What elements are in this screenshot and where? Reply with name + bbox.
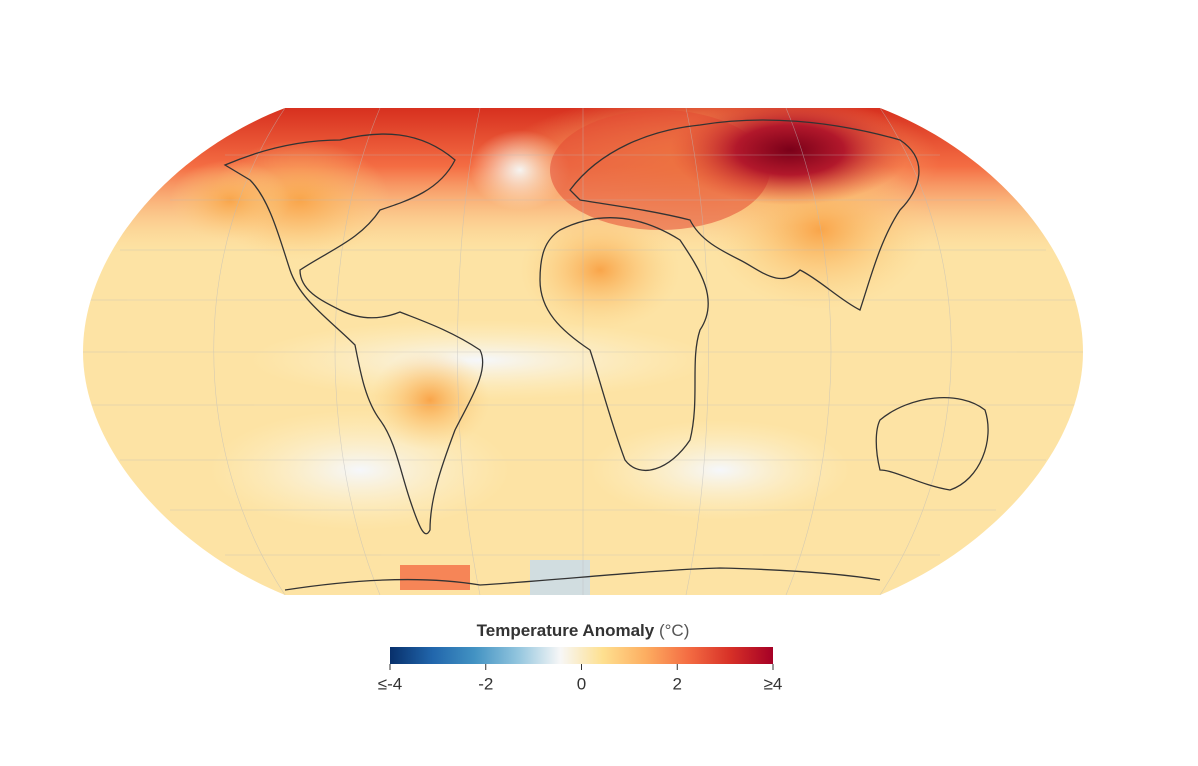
colorbar bbox=[390, 647, 773, 664]
colorbar-tick-label: ≥4 bbox=[764, 674, 783, 693]
legend-title-text: Temperature Anomaly bbox=[477, 621, 655, 640]
map bbox=[83, 108, 1083, 595]
colorbar-tick-label: ≤-4 bbox=[378, 674, 402, 693]
legend-unit: (°C) bbox=[659, 621, 689, 640]
colorbar-tick-label: 2 bbox=[673, 674, 682, 693]
colorbar-tick-label: -2 bbox=[478, 674, 493, 693]
colorbar-tick-label: 0 bbox=[577, 674, 586, 693]
coastlines bbox=[223, 119, 989, 591]
legend-title: Temperature Anomaly (°C) bbox=[477, 621, 690, 640]
